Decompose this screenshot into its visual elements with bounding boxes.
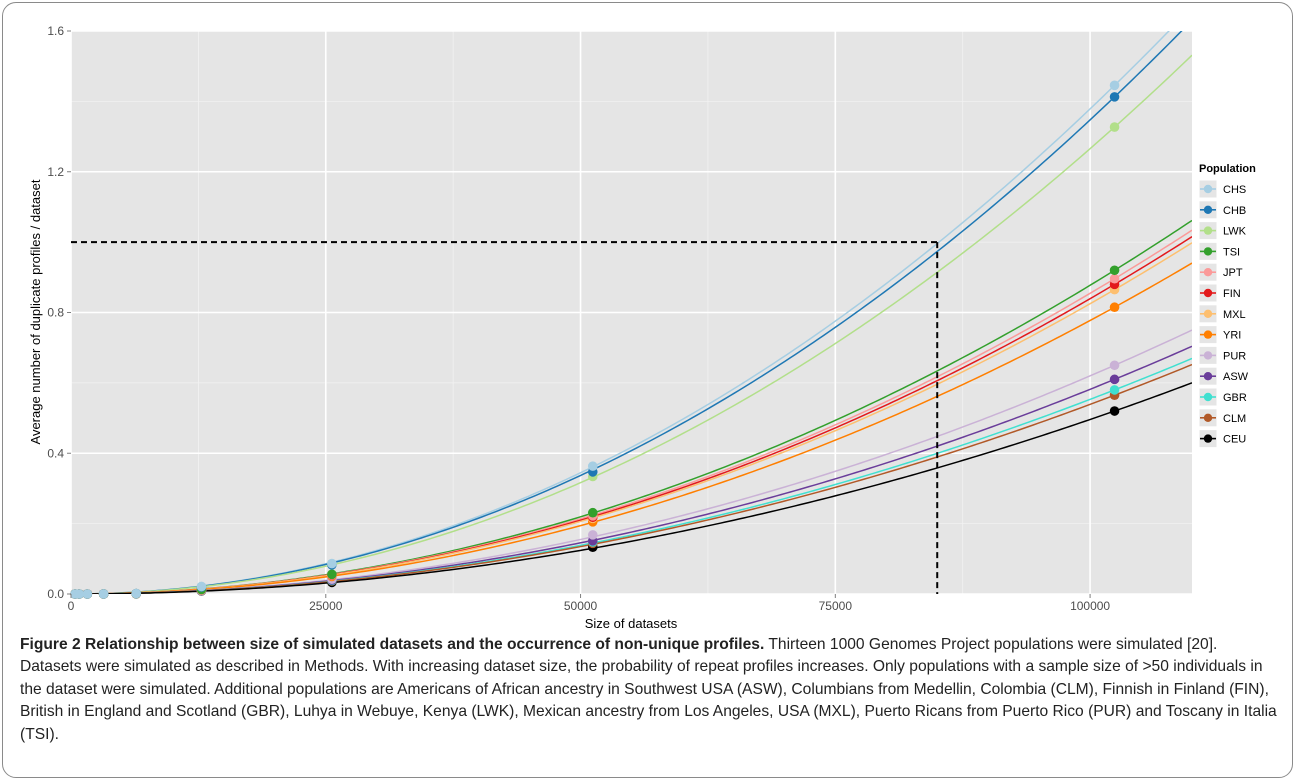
point-chs [82, 589, 93, 599]
chart: 0 25000 50000 75000 100000 0.0 0.4 0.8 1.2 1.6 S… [28, 24, 1256, 631]
legend-label-fin: FIN [1223, 288, 1241, 300]
point-tsi [1109, 265, 1120, 276]
point-chs [98, 589, 109, 599]
x-tick-label: 25000 [309, 599, 343, 613]
point-pur [1109, 360, 1120, 371]
legend-key-point [1203, 434, 1213, 443]
legend-label-jpt: JPT [1223, 267, 1243, 279]
data-points [70, 80, 1120, 599]
legend-key-point [1203, 372, 1213, 381]
figure-caption: Figure 2 Relationship between size of si… [20, 634, 1282, 746]
x-axis-label: Size of datasets [585, 616, 678, 631]
legend-label-chb: CHB [1223, 205, 1246, 217]
point-pur [587, 530, 598, 540]
legend-key-point [1203, 247, 1213, 256]
point-chs [131, 588, 142, 599]
fit-curve-chb [71, 31, 1183, 594]
x-axis: 0 25000 50000 75000 100000 [68, 594, 1110, 613]
point-tsi [327, 569, 337, 580]
y-tick-label: 0.8 [47, 306, 64, 320]
legend-key-point [1203, 392, 1213, 402]
legend-label-pur: PUR [1223, 350, 1246, 362]
y-tick-label: 1.2 [47, 165, 64, 179]
legend-key-point [1203, 351, 1213, 360]
legend: Population CHS CHB LWK TSI JPT FIN MXL YRI PUR AS… [1198, 163, 1256, 449]
fit-curve-ceu [71, 382, 1192, 594]
y-tick-label: 1.6 [47, 24, 64, 38]
reference-lines [71, 241, 939, 594]
point-chs [587, 461, 598, 471]
legend-title: Population [1199, 163, 1256, 175]
point-yri [1109, 302, 1120, 313]
fit-curve-yri [71, 262, 1192, 594]
caption-text: Thirteen 1000 Genomes Project population… [20, 636, 1277, 743]
y-axis-label: Average number of duplicate profiles / d… [28, 179, 43, 444]
legend-label-gbr: GBR [1223, 392, 1247, 404]
legend-key-point [1203, 184, 1213, 194]
point-tsi [587, 507, 598, 518]
caption-label: Figure 2 Relationship between size of si… [20, 636, 765, 653]
point-chs [1109, 80, 1120, 91]
point-gbr [1109, 385, 1120, 395]
legend-label-chs: CHS [1223, 184, 1246, 196]
point-jpt [1109, 273, 1120, 284]
x-tick-label: 0 [68, 599, 75, 613]
fit-curve-lwk [71, 54, 1192, 594]
legend-label-asw: ASW [1223, 371, 1249, 383]
legend-label-clm: CLM [1223, 413, 1246, 425]
legend-key-point [1203, 205, 1213, 214]
x-tick-label: 100000 [1070, 599, 1110, 613]
y-axis: 0.0 0.4 0.8 1.2 1.6 [47, 24, 71, 601]
legend-label-tsi: TSI [1223, 246, 1240, 258]
legend-key-point [1203, 226, 1213, 235]
legend-key-point [1203, 268, 1213, 277]
x-tick-label: 75000 [819, 599, 853, 613]
point-chs [327, 558, 337, 569]
legend-label-yri: YRI [1223, 330, 1241, 342]
point-lwk [1109, 122, 1120, 132]
legend-key-point [1203, 309, 1213, 318]
legend-label-ceu: CEU [1223, 434, 1246, 446]
point-ceu [1109, 406, 1120, 416]
point-chb [1109, 92, 1120, 102]
y-tick-label: 0.0 [47, 587, 64, 601]
point-chs [196, 581, 207, 592]
point-asw [1109, 374, 1120, 385]
x-tick-label: 50000 [564, 599, 598, 613]
legend-key-point [1203, 330, 1213, 339]
legend-label-mxl: MXL [1223, 309, 1246, 321]
point-chs [74, 589, 84, 599]
legend-key-point [1203, 413, 1213, 422]
y-tick-label: 0.4 [47, 446, 64, 460]
legend-label-lwk: LWK [1223, 226, 1247, 238]
fitted-curves [71, 31, 1192, 594]
legend-key-point [1203, 288, 1213, 298]
